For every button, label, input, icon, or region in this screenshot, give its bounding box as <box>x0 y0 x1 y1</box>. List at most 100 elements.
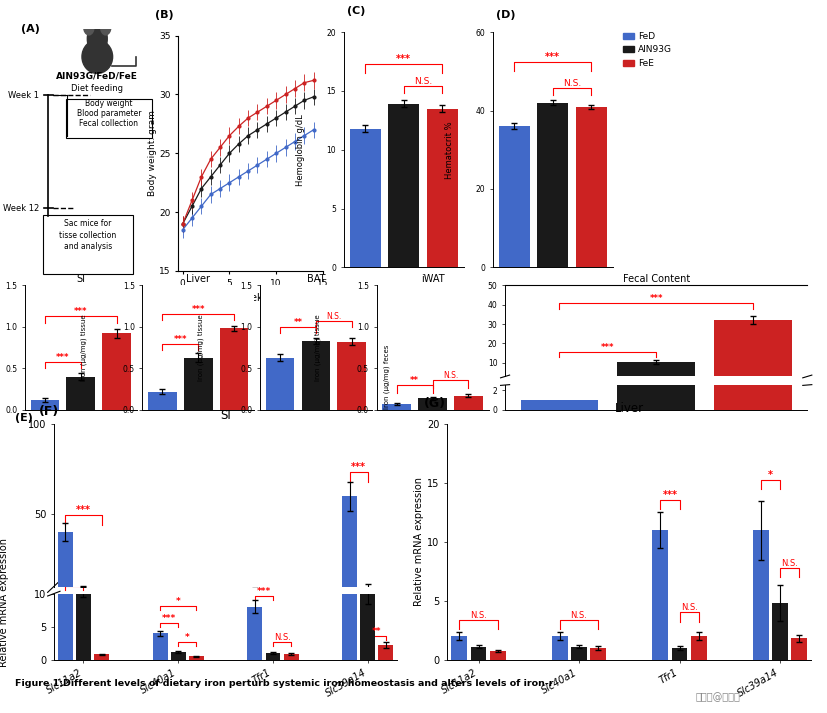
Bar <box>184 358 213 410</box>
Bar <box>284 603 299 605</box>
Text: (B): (B) <box>155 10 173 20</box>
Bar <box>247 590 262 605</box>
Legend: FeD, AIN93G, FeE: FeD, AIN93G, FeE <box>623 32 671 68</box>
X-axis label: week: week <box>237 293 263 303</box>
Y-axis label: Relative mRNA expression: Relative mRNA expression <box>0 538 9 667</box>
Bar <box>66 376 95 410</box>
Bar <box>170 602 185 605</box>
Text: **: ** <box>409 376 418 385</box>
Text: ***: *** <box>162 614 176 622</box>
Text: ***: *** <box>256 588 270 596</box>
Bar <box>247 607 262 660</box>
Bar <box>671 647 686 660</box>
Bar <box>453 396 482 410</box>
Text: ***: *** <box>76 506 91 515</box>
Bar <box>170 652 185 660</box>
Bar <box>284 654 299 660</box>
Title: SI: SI <box>76 275 85 284</box>
Bar <box>378 600 393 605</box>
Text: ***: *** <box>191 305 205 314</box>
Bar <box>552 636 567 660</box>
FancyBboxPatch shape <box>66 99 151 138</box>
Text: N.S.: N.S. <box>570 610 587 620</box>
Text: **: ** <box>293 318 302 327</box>
Circle shape <box>84 17 94 35</box>
Text: (F): (F) <box>39 405 60 419</box>
Text: **: ** <box>371 627 381 636</box>
Y-axis label: Hematocrit %: Hematocrit % <box>445 121 454 178</box>
Text: *: * <box>175 597 180 606</box>
Bar <box>714 320 791 382</box>
Text: and analysis: and analysis <box>64 242 112 251</box>
Y-axis label: Hemoglobin g/dL: Hemoglobin g/dL <box>296 114 305 185</box>
Text: AIN93G/FeD/FeE: AIN93G/FeD/FeE <box>56 71 138 81</box>
Bar <box>94 655 109 660</box>
Bar <box>571 647 586 660</box>
Bar <box>791 638 806 660</box>
Text: Blood parameter: Blood parameter <box>76 109 141 118</box>
Text: N.S.: N.S. <box>326 312 341 321</box>
Bar <box>498 126 529 267</box>
Bar <box>520 380 597 382</box>
Text: tisse collection: tisse collection <box>60 231 117 240</box>
Bar <box>76 594 91 660</box>
Bar <box>337 342 366 410</box>
Bar <box>342 496 356 605</box>
Bar <box>189 656 203 660</box>
Bar <box>94 603 109 605</box>
Title: BAT: BAT <box>306 275 325 284</box>
Y-axis label: Iron (μg/mg) tissue: Iron (μg/mg) tissue <box>314 314 320 381</box>
Text: N.S.: N.S. <box>780 559 797 568</box>
Bar <box>349 128 380 267</box>
Text: (E): (E) <box>15 413 33 423</box>
Bar <box>714 91 791 410</box>
Text: N.S.: N.S. <box>562 78 581 88</box>
Bar <box>426 108 457 267</box>
Text: Diet feeding: Diet feeding <box>71 84 123 93</box>
Text: N.S.: N.S. <box>414 77 432 86</box>
Y-axis label: Iron (μg/mg) tissue: Iron (μg/mg) tissue <box>80 314 86 381</box>
Title: iWAT: iWAT <box>420 275 444 284</box>
Bar <box>265 653 280 660</box>
Text: ***: *** <box>395 54 411 64</box>
Bar <box>152 633 167 660</box>
Y-axis label: Relative mRNA expression: Relative mRNA expression <box>414 478 423 606</box>
Text: Body weight: Body weight <box>85 98 132 108</box>
Text: N.S.: N.S. <box>273 633 290 642</box>
Bar <box>470 647 485 660</box>
Text: 搜狐号@基因狐: 搜狐号@基因狐 <box>695 692 739 702</box>
Text: Week 12: Week 12 <box>2 204 39 212</box>
Circle shape <box>100 17 111 35</box>
Bar <box>752 530 767 660</box>
Text: *: * <box>184 633 189 642</box>
Bar <box>388 104 418 267</box>
Bar <box>690 636 705 660</box>
Text: (C): (C) <box>347 6 365 16</box>
Bar <box>219 329 248 410</box>
Bar <box>265 602 280 605</box>
Bar <box>575 106 606 267</box>
Text: (G): (G) <box>423 396 445 409</box>
Text: *: * <box>72 576 77 586</box>
Text: Fecal collection: Fecal collection <box>79 119 138 128</box>
Y-axis label: Iron (μg/mg) tissue: Iron (μg/mg) tissue <box>198 314 203 381</box>
Text: N.S.: N.S. <box>680 603 696 612</box>
Title: Fecal Content: Fecal Content <box>622 275 689 284</box>
Bar <box>490 651 505 660</box>
Text: (D): (D) <box>495 11 514 21</box>
Ellipse shape <box>82 40 112 73</box>
Bar <box>76 587 91 605</box>
Bar <box>301 341 330 410</box>
Y-axis label: Iron (μg/mg) feces: Iron (μg/mg) feces <box>383 344 390 409</box>
Bar <box>520 400 597 410</box>
Text: Week 1: Week 1 <box>8 91 39 100</box>
Text: N.S.: N.S. <box>442 371 457 380</box>
Text: Figure 1:Different levels of dietary iron perturb systemic iron homeostasis and : Figure 1:Different levels of dietary iro… <box>15 679 552 688</box>
Text: Sac mice for: Sac mice for <box>65 219 112 228</box>
Bar <box>58 396 73 660</box>
Bar <box>382 404 411 410</box>
Bar <box>148 391 177 410</box>
FancyBboxPatch shape <box>43 215 133 274</box>
Bar <box>590 647 605 660</box>
Bar <box>31 400 60 410</box>
